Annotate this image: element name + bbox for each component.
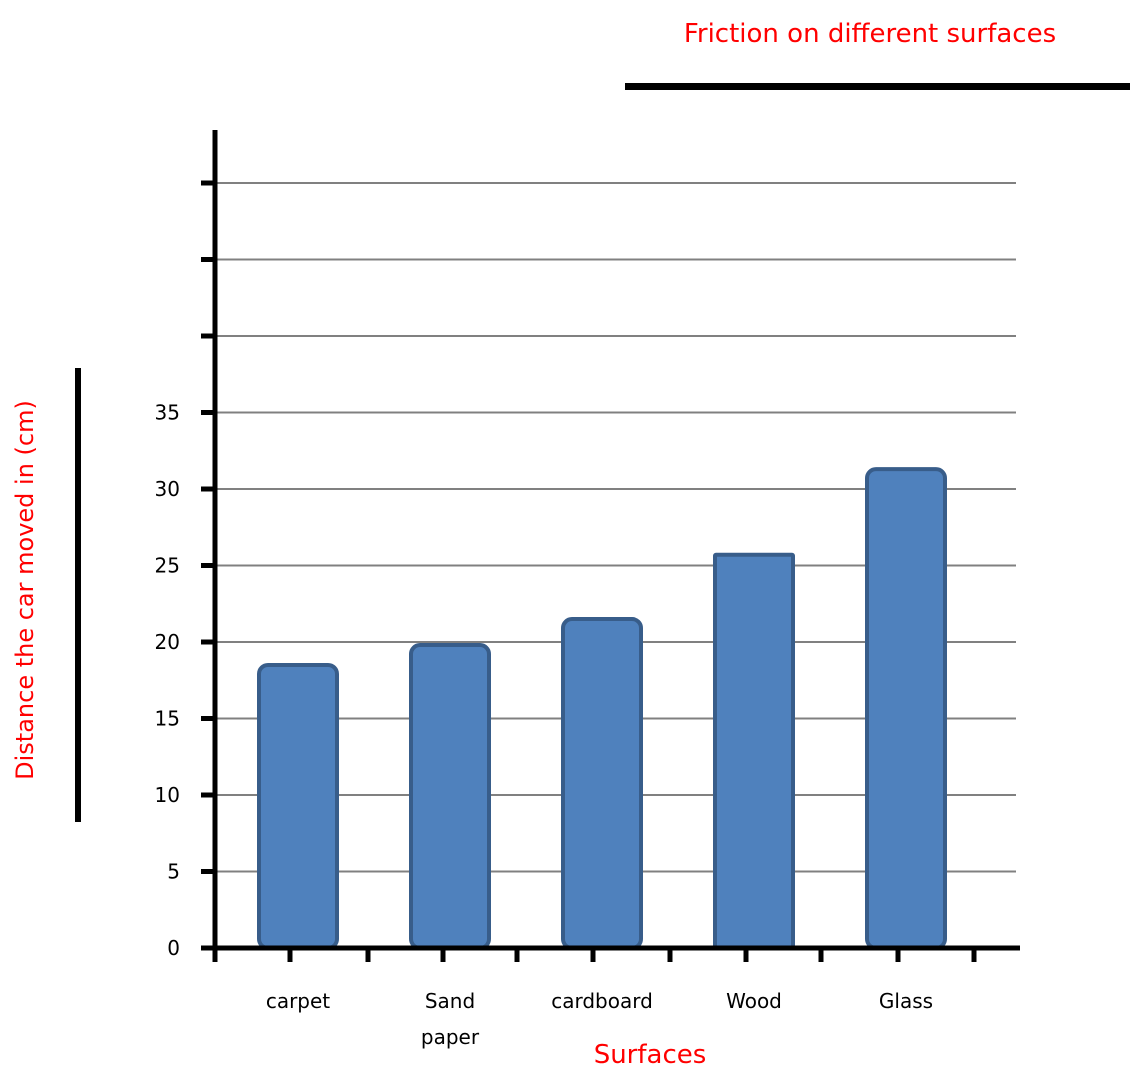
y-tick-label: 35 <box>155 401 180 425</box>
y-label-bar <box>75 368 81 822</box>
bar-sand-paper <box>409 643 491 950</box>
bar-cardboard <box>561 617 643 950</box>
x-tick-label: Wood <box>726 989 782 1013</box>
x-tick-label: cardboard <box>551 989 653 1013</box>
x-axis-label: Surfaces <box>594 1040 707 1070</box>
y-tick-label: 0 <box>167 936 180 960</box>
y-tick-label: 20 <box>155 630 180 654</box>
y-tick-label: 10 <box>155 783 180 807</box>
axes <box>201 130 1020 962</box>
x-tick-label: carpet <box>266 989 330 1013</box>
bar-glass <box>865 467 947 950</box>
grid-lines <box>215 182 1016 873</box>
y-tick-label: 15 <box>155 707 180 731</box>
bar-wood <box>713 552 795 950</box>
y-tick-label: 25 <box>155 554 180 578</box>
y-tick-label: 30 <box>155 477 180 501</box>
x-tick-label: Glass <box>879 989 933 1013</box>
tick-labels: 0 5 10 15 20 25 30 35 carpet Sand paper cardboard Wo… <box>155 401 934 1050</box>
chart-title: Friction on different surfaces <box>684 19 1056 49</box>
bars <box>257 467 947 950</box>
x-tick-label: Sand paper <box>421 989 480 1049</box>
y-tick-label: 5 <box>167 860 180 884</box>
bar-carpet <box>257 662 339 950</box>
title-underline <box>625 83 1130 90</box>
y-axis-label: Distance the car moved in (cm) <box>11 400 39 780</box>
